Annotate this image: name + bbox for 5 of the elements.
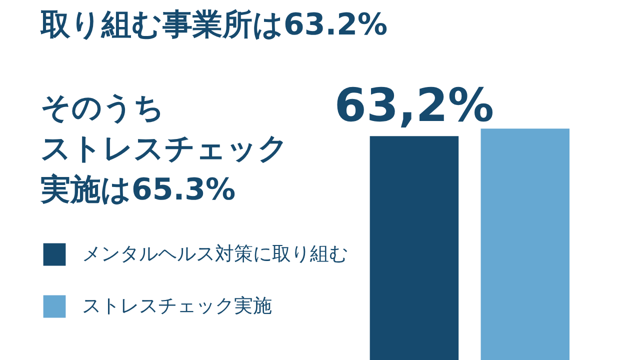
data-label: 63,2% (334, 78, 494, 132)
legend-label: ストレスチェック実施 (82, 294, 272, 319)
legend-label: メンタルヘルス対策に取り組む (82, 242, 348, 267)
chart-title: 取り組む事業所は63.2% (40, 8, 388, 42)
chart-subtitle: そのうちストレスチェック実施は65.3% (40, 90, 288, 208)
